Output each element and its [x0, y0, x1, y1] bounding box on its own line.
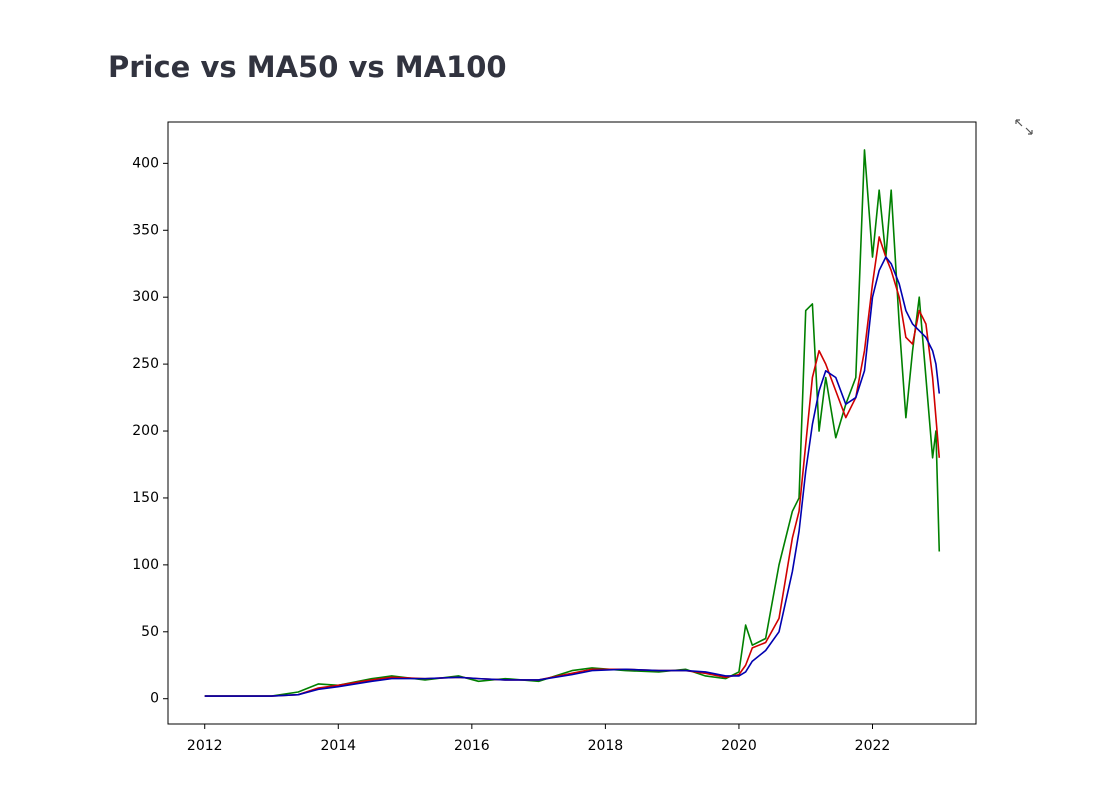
fullscreen-icon[interactable] [1015, 119, 1033, 135]
y-tick-label: 300 [132, 289, 159, 305]
x-tick-label: 2016 [454, 738, 490, 754]
y-tick-label: 350 [132, 222, 159, 238]
expand-arrows[interactable] [1015, 119, 1033, 135]
series-line [204, 149, 941, 697]
y-tick-label: 0 [150, 691, 159, 707]
y-tick-label: 200 [132, 423, 159, 439]
y-tick-label: 250 [132, 356, 159, 372]
y-tick-label: 100 [132, 557, 159, 573]
series-line [204, 236, 941, 697]
x-tick-label: 2022 [855, 738, 891, 754]
x-tick-label: 2020 [721, 738, 757, 754]
y-tick-label: 150 [132, 490, 159, 506]
series-line [204, 256, 941, 697]
y-tick-label: 50 [141, 624, 159, 640]
x-tick-label: 2014 [320, 738, 356, 754]
y-tick-label: 400 [132, 155, 159, 171]
x-tick-label: 2018 [588, 738, 624, 754]
plot-frame [167, 121, 977, 725]
chart-title: Price vs MA50 vs MA100 [108, 50, 507, 84]
x-tick-label: 2012 [187, 738, 223, 754]
